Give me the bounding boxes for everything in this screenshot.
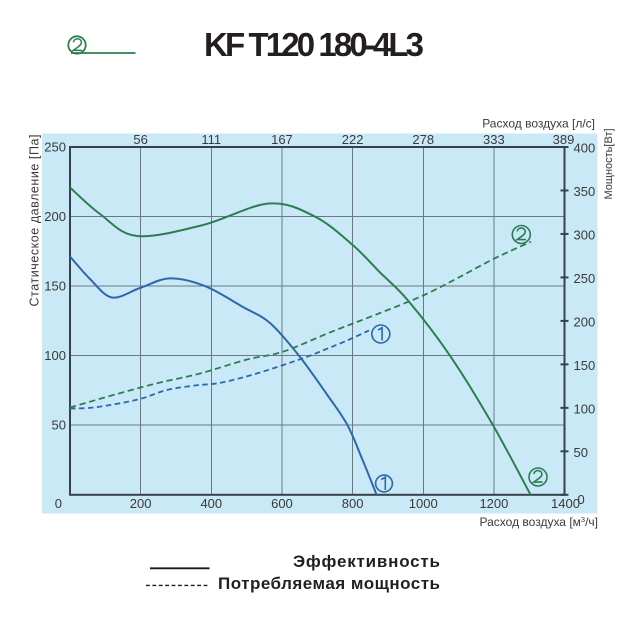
svg-text:50: 50 [574, 445, 588, 460]
svg-text:100: 100 [44, 348, 66, 363]
svg-text:Статическое давление [Па]: Статическое давление [Па] [28, 135, 42, 307]
svg-text:150: 150 [44, 279, 66, 294]
svg-text:600: 600 [271, 496, 293, 511]
svg-text:200: 200 [44, 209, 66, 224]
svg-text:1400: 1400 [551, 496, 580, 511]
svg-text:200: 200 [574, 314, 596, 329]
svg-text:400: 400 [574, 141, 596, 156]
svg-text:200: 200 [130, 496, 152, 511]
svg-text:1000: 1000 [409, 496, 438, 511]
svg-text:250: 250 [574, 271, 596, 286]
svg-text:250: 250 [44, 140, 66, 155]
svg-text:0: 0 [55, 496, 62, 511]
svg-text:Мощность[Вт]: Мощность[Вт] [603, 128, 615, 199]
svg-text:300: 300 [574, 228, 596, 243]
svg-text:278: 278 [412, 132, 434, 147]
svg-text:56: 56 [133, 132, 147, 147]
svg-text:Расход воздуха [л/с]: Расход воздуха [л/с] [482, 116, 595, 130]
svg-text:167: 167 [271, 132, 293, 147]
svg-text:111: 111 [201, 132, 221, 147]
svg-text:Потребляемая мощность: Потребляемая мощность [218, 574, 440, 593]
svg-text:350: 350 [574, 184, 596, 199]
svg-text:Расход воздуха [м3/ч]: Расход воздуха [м3/ч] [480, 515, 598, 529]
svg-text:50: 50 [52, 418, 66, 433]
svg-text:1200: 1200 [479, 496, 508, 511]
svg-text:389: 389 [553, 132, 575, 147]
svg-text:222: 222 [342, 132, 364, 147]
svg-text:Эффективность: Эффективность [293, 552, 440, 571]
svg-text:150: 150 [574, 358, 596, 373]
svg-text:400: 400 [200, 496, 222, 511]
svg-text:100: 100 [574, 401, 596, 416]
svg-text:0: 0 [578, 492, 585, 507]
svg-text:KF T120 180-4L3: KF T120 180-4L3 [204, 26, 424, 63]
svg-text:800: 800 [342, 496, 364, 511]
svg-text:333: 333 [483, 132, 505, 147]
